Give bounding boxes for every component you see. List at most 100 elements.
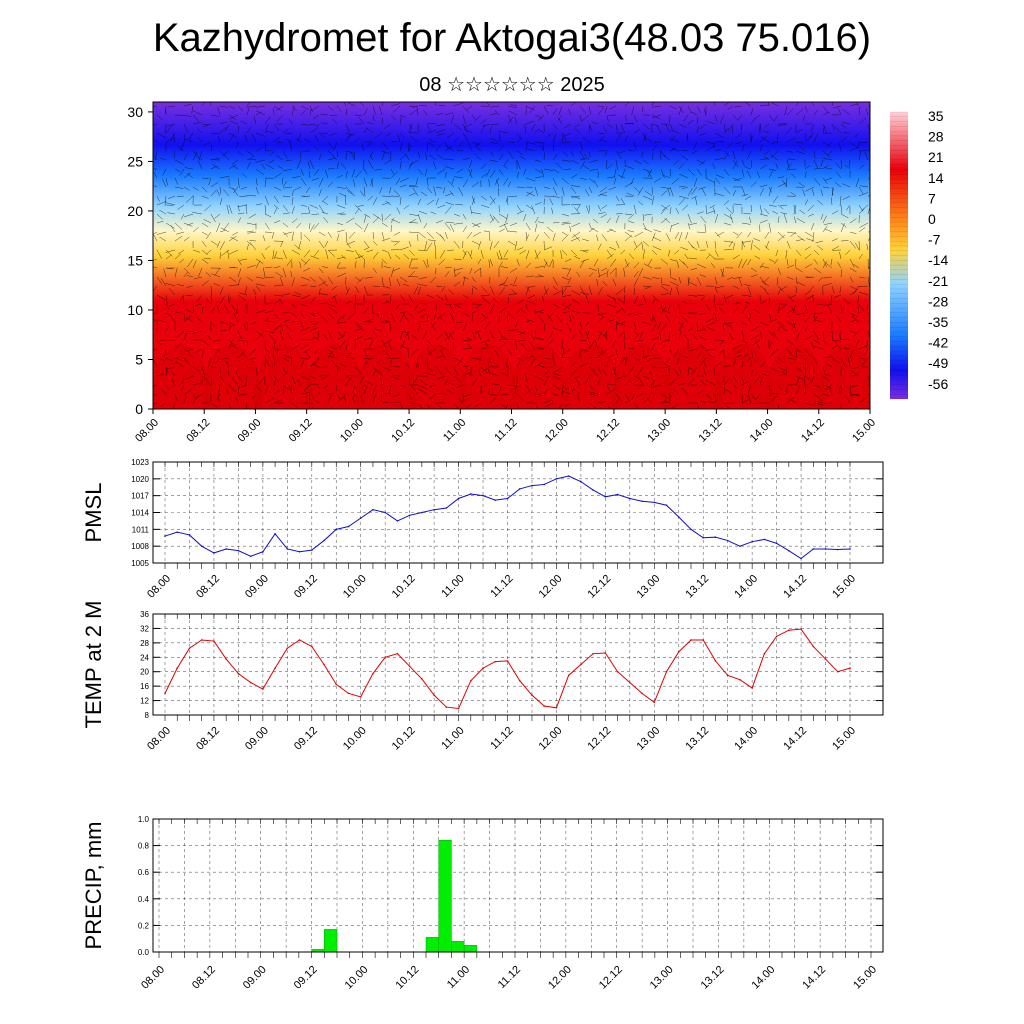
chart-title: Kazhydromet for Aktogai3(48.03 75.016): [152, 16, 872, 60]
wind-barb: [192, 150, 199, 157]
wind-barb: [588, 285, 592, 295]
wind-barb: [534, 234, 539, 242]
series-point: [188, 647, 191, 650]
wind-barb: [345, 375, 352, 380]
wind-barb: [715, 285, 725, 289]
wind-barb: [777, 357, 785, 364]
wind-barb: [689, 281, 698, 287]
y-tick-label: 36: [140, 610, 149, 619]
wind-barb: [706, 120, 716, 125]
series-point: [347, 692, 350, 695]
wind-barb: [210, 285, 212, 296]
wind-barb: [390, 401, 401, 404]
wind-barb: [771, 393, 779, 402]
wind-barb: [687, 168, 695, 176]
wind-barb: [364, 357, 374, 360]
wind-barb: [603, 330, 608, 337]
series-point: [274, 667, 276, 669]
series-point: [372, 672, 374, 675]
wind-barb: [266, 321, 275, 323]
wind-barb: [628, 253, 635, 260]
wind-barb: [606, 164, 613, 170]
wind-barb: [642, 240, 649, 247]
x-tick-label: 11.00: [439, 573, 466, 600]
wind-barb: [433, 161, 437, 170]
wind-barb: [272, 351, 275, 359]
wind-barb: [804, 348, 811, 357]
wind-barb: [604, 105, 608, 114]
wind-barb: [681, 388, 689, 395]
wind-barb: [411, 385, 419, 395]
series-point: [396, 520, 399, 522]
series-point: [824, 658, 827, 660]
wind-barb: [246, 150, 255, 157]
wind-barb: [435, 294, 445, 301]
wind-barb: [345, 150, 354, 154]
wind-barb: [781, 179, 788, 188]
heatmap-x-tick-label: 13.12: [697, 417, 725, 445]
wind-barb: [786, 137, 796, 143]
wind-barb: [384, 392, 392, 395]
wind-barb: [528, 285, 536, 288]
wind-barb: [444, 171, 447, 179]
wind-barb: [831, 186, 834, 196]
wind-barb: [424, 240, 428, 251]
wind-barb: [667, 188, 671, 197]
wind-barb: [620, 198, 626, 206]
wind-barb: [588, 177, 595, 183]
wind-barb: [498, 287, 506, 296]
wind-barb: [690, 267, 698, 271]
wind-barb: [669, 168, 672, 177]
wind-barb: [503, 177, 509, 186]
wind-barb: [692, 333, 698, 341]
wind-barb: [816, 303, 824, 306]
wind-barb: [277, 165, 284, 170]
wind-barb: [404, 362, 410, 368]
wind-barb: [741, 353, 749, 359]
x-tick-label: 09.12: [292, 725, 320, 753]
wind-barb: [768, 168, 776, 171]
wind-barb: [471, 181, 480, 188]
wind-barb: [352, 396, 356, 404]
wind-barb: [219, 175, 230, 179]
wind-barb: [291, 303, 298, 309]
wind-barb: [366, 127, 374, 134]
wind-barb: [579, 161, 586, 170]
wind-barb: [516, 137, 523, 143]
wind-barb: [753, 114, 761, 120]
warm-cell: [765, 344, 826, 409]
wind-barb: [324, 169, 329, 179]
wind-barb: [417, 324, 421, 332]
warm-cell: [304, 344, 365, 409]
wind-barb: [597, 267, 600, 277]
wind-barb: [777, 204, 784, 210]
wind-barb: [588, 150, 591, 158]
wind-barb: [363, 318, 374, 323]
wind-barb: [322, 200, 329, 206]
wind-barb: [300, 339, 310, 341]
wind-barb: [219, 121, 227, 125]
wind-barb: [447, 132, 455, 138]
wind-barb: [480, 163, 487, 170]
wind-barb: [703, 108, 707, 116]
wind-barb: [345, 341, 349, 350]
wind-barb: [390, 103, 401, 107]
wind-barb: [336, 316, 343, 323]
wind-barb: [581, 258, 590, 263]
wind-barb: [627, 312, 635, 315]
wind-barb: [463, 393, 473, 398]
wind-barb: [480, 386, 483, 395]
wind-barb: [427, 239, 437, 242]
wind-barb: [164, 195, 167, 206]
wind-barb: [273, 136, 281, 143]
wind-barb: [390, 267, 395, 278]
wind-barb: [691, 111, 698, 116]
wind-barb: [829, 387, 833, 395]
wind-barb: [383, 266, 392, 269]
wind-barb: [489, 159, 499, 163]
wind-barb: [211, 164, 221, 170]
wind-barb: [723, 200, 730, 206]
wind-barb: [746, 170, 752, 179]
wind-barb: [816, 245, 824, 251]
series-point: [531, 484, 533, 487]
